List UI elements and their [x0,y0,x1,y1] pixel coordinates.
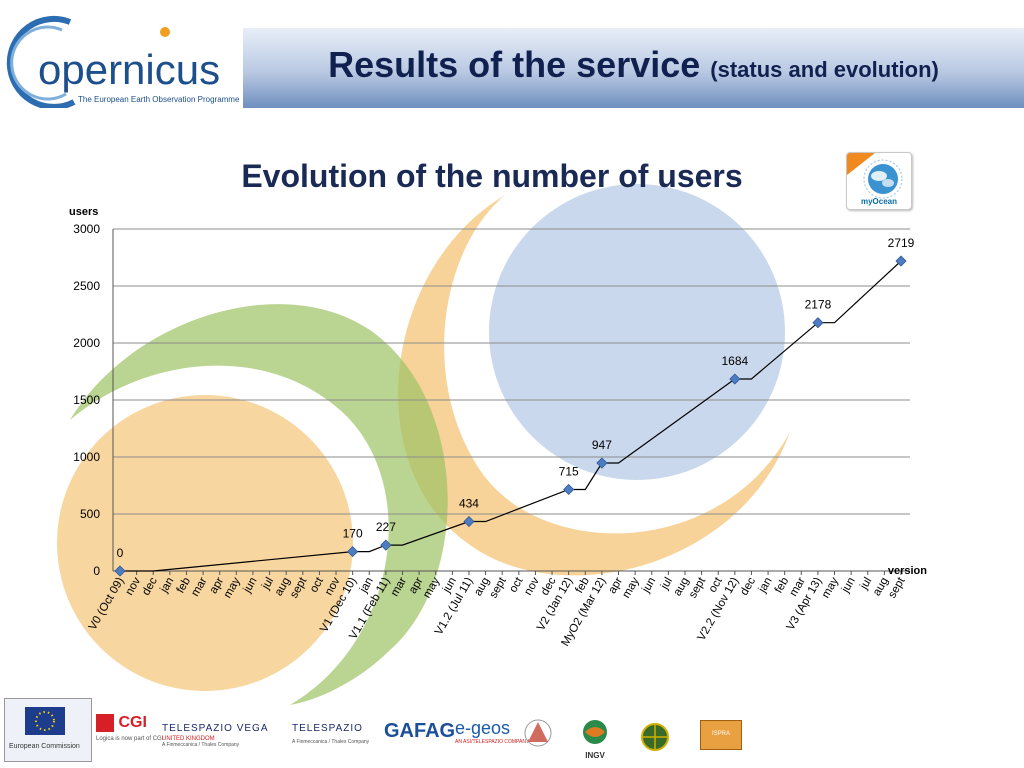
data-label: 0 [117,546,124,560]
logo-tagline: The European Earth Observation Programme [78,95,240,104]
data-label: 2178 [805,298,832,312]
x-tick-label: jan [756,576,775,596]
x-tick-label: sept [687,575,709,601]
data-point-marker [114,565,126,577]
cgi-mark-icon [96,714,114,732]
ispra-name: ISPRA [711,731,730,737]
telespazio-caption: A Finmeccanica / Thales Company [292,739,370,745]
x-tick-label: jun [640,576,659,596]
deco-blue-circle [489,184,785,480]
myocean-globe-icon [847,153,903,199]
chart-title: Evolution of the number of users [241,158,743,194]
data-point-marker [895,255,907,267]
y-tick-label: 500 [80,507,100,521]
partner-emblem-icon [524,719,552,747]
telespazio-vega-name: TELESPAZIO VEGA [162,723,269,734]
telespazio-logo: TELESPAZIO A Finmeccanica / Thales Compa… [292,718,369,745]
telespazio-vega-logo: TELESPAZIO VEGA UNITED KINGDOM A Finmecc… [162,718,269,748]
data-label: 2719 [888,236,915,250]
cgi-caption: Logica is now part of CGI [96,736,164,743]
y-tick-label: 1000 [73,450,100,464]
data-point-marker [563,483,575,496]
ingv-globe-icon [583,720,607,744]
cgi-logo: CGI Logica is now part of CGI [96,714,163,742]
data-label: 715 [559,464,579,478]
chart-markers [114,255,907,577]
y-tick-label: 0 [93,564,100,578]
y-tick-label: 1500 [73,393,100,407]
y-tick-label: 2500 [73,279,100,293]
copernicus-logo-icon: opernicus The European Earth Observation… [6,15,240,108]
gafag-logo: GAFAG [384,720,456,742]
ec-caption: European Commission [9,743,80,750]
data-label: 170 [343,527,363,541]
egeos-caption: AN ASI/TELESPAZIO COMPANY [455,739,530,745]
x-axis-title: version [888,565,927,577]
data-point-marker [596,457,608,469]
data-point-marker [347,546,359,558]
myocean-logo: myOcean [846,152,912,210]
x-tick-label: jun [839,576,858,596]
slide-title-sub: (status and evolution) [710,57,939,82]
x-tick-label: sept [886,575,908,601]
x-tick-label: sept [488,575,510,601]
eu-flag-icon [25,707,65,735]
x-tick-label: jul [260,576,277,593]
x-tick-label: jul [658,576,675,593]
slide-title-main: Results of the service [328,44,701,85]
ingv-name: INGV [585,751,605,760]
x-tick-label: nov [522,575,542,597]
x-tick-label: jul [858,576,875,593]
ingv-logo: INGV [580,718,610,760]
telespazio-vega-caption: UNITED KINGDOM [162,736,215,742]
deco-orange-circle [57,395,353,691]
data-point-marker [812,317,824,329]
telespazio-name: TELESPAZIO [292,723,363,734]
data-label: 947 [592,438,612,452]
egeos-name: e-geos [455,718,511,738]
partner-logos: European Commission CGI Logica is now pa… [0,696,1024,768]
data-point-marker [380,539,392,551]
data-label: 434 [459,497,479,511]
deco-green-crescent [70,304,448,705]
ispra-logo: ISPRA [700,720,742,750]
chart-axes [112,229,910,575]
slide-title: Results of the service (status and evolu… [243,44,1024,86]
myocean-label: myOcean [860,197,898,206]
telespazio-vega-caption2: A Finmeccanica / Thales Company [162,742,240,748]
ec-logo: European Commission [4,698,92,762]
y-axis-title: users [69,206,98,218]
data-point-marker [463,515,475,528]
header-band [243,28,1024,108]
data-point-marker [729,373,741,385]
egeos-logo: e-geos AN ASI/TELESPAZIO COMPANY [455,718,529,745]
logo-dot [160,27,170,37]
network-globe-icon [641,723,669,751]
copernicus-logo: opernicus The European Earth Observation… [0,10,243,108]
x-tick-label: may [620,575,641,600]
data-label: 1684 [721,354,748,368]
x-tick-label: may [820,575,841,600]
x-tick-label: dec [738,575,758,597]
y-tick-label: 3000 [73,222,100,236]
cgi-name: CGI [118,714,147,731]
data-label: 227 [376,520,396,534]
logo-wordmark: opernicus [38,46,220,93]
decorative-circles [57,184,790,705]
y-tick-label: 2000 [73,336,100,350]
